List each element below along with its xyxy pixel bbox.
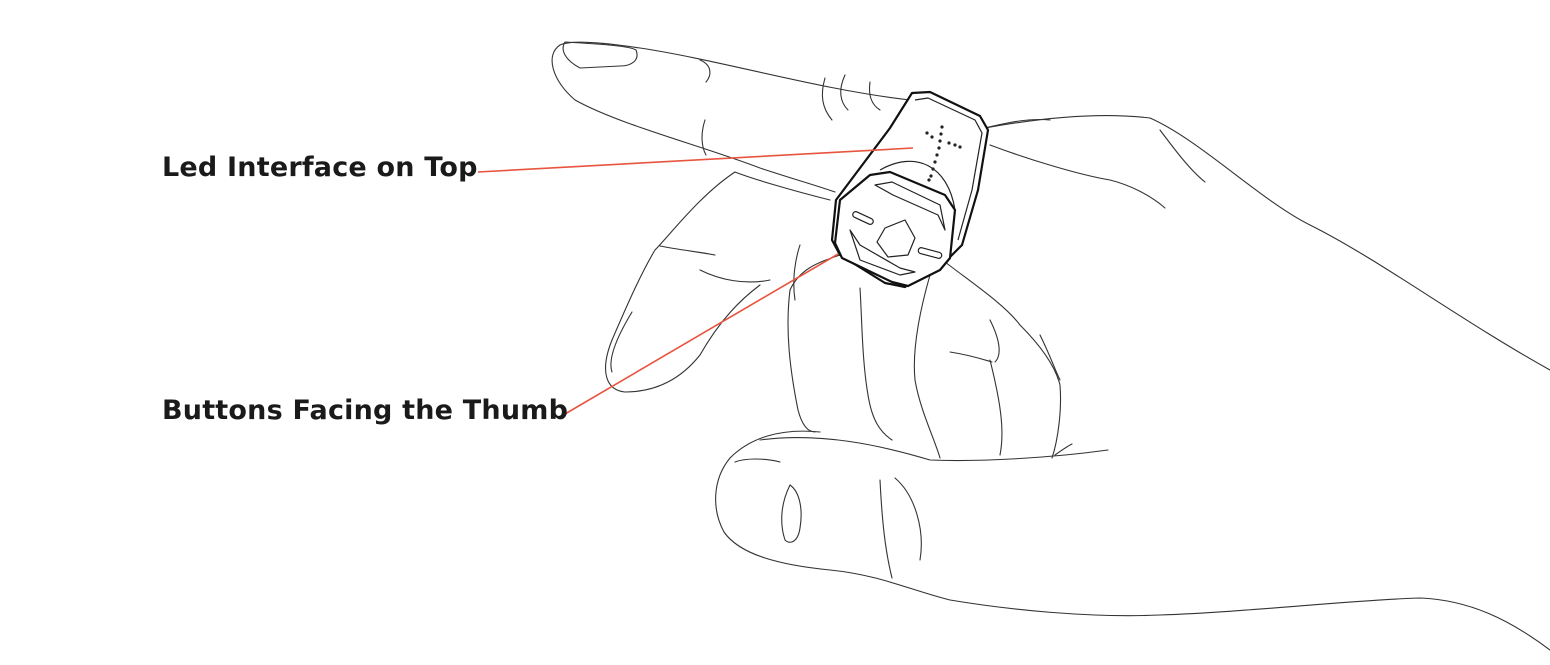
thumb-nail — [781, 484, 802, 543]
led-cross-icon — [925, 125, 962, 182]
ring-device — [830, 90, 990, 289]
button-face — [833, 170, 957, 288]
button-hexagon-icon — [876, 219, 916, 258]
index-nail — [562, 41, 638, 69]
back-of-hand — [984, 115, 1550, 371]
label-led-interface: Led Interface on Top — [162, 152, 478, 183]
leader-line-led — [477, 147, 914, 173]
pinky-finger — [944, 261, 1062, 459]
label-buttons-facing-thumb: Buttons Facing the Thumb — [162, 395, 569, 426]
index-finger — [551, 41, 911, 193]
thumb — [715, 430, 1550, 651]
hand-outline — [551, 41, 1550, 651]
middle-finger — [605, 171, 831, 393]
leader-line-buttons — [564, 253, 839, 415]
ring-top-face — [914, 97, 983, 241]
ring-finger — [787, 254, 841, 433]
